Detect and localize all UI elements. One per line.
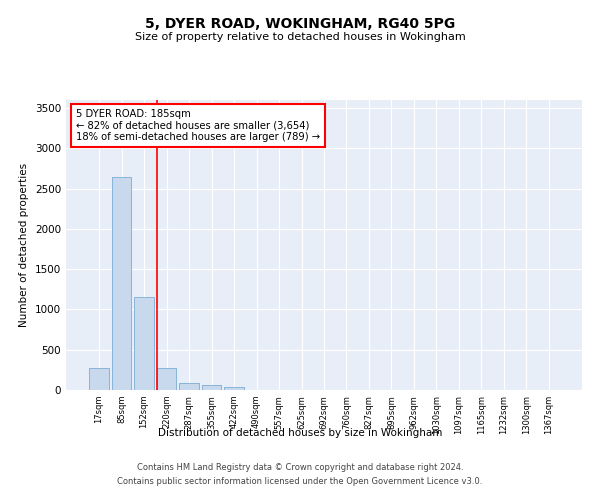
Bar [157,368,176,390]
Y-axis label: Number of detached properties: Number of detached properties [19,163,29,327]
Text: 5 DYER ROAD: 185sqm
← 82% of detached houses are smaller (3,654)
18% of semi-det: 5 DYER ROAD: 185sqm ← 82% of detached ho… [76,108,320,142]
Text: 5, DYER ROAD, WOKINGHAM, RG40 5PG: 5, DYER ROAD, WOKINGHAM, RG40 5PG [145,18,455,32]
Bar [224,387,244,390]
Bar [202,385,221,390]
Text: Contains HM Land Registry data © Crown copyright and database right 2024.: Contains HM Land Registry data © Crown c… [137,464,463,472]
Text: Size of property relative to detached houses in Wokingham: Size of property relative to detached ho… [134,32,466,42]
Bar [134,298,154,390]
Text: Distribution of detached houses by size in Wokingham: Distribution of detached houses by size … [158,428,442,438]
Bar [112,176,131,390]
Bar [179,383,199,390]
Bar [89,368,109,390]
Text: Contains public sector information licensed under the Open Government Licence v3: Contains public sector information licen… [118,477,482,486]
